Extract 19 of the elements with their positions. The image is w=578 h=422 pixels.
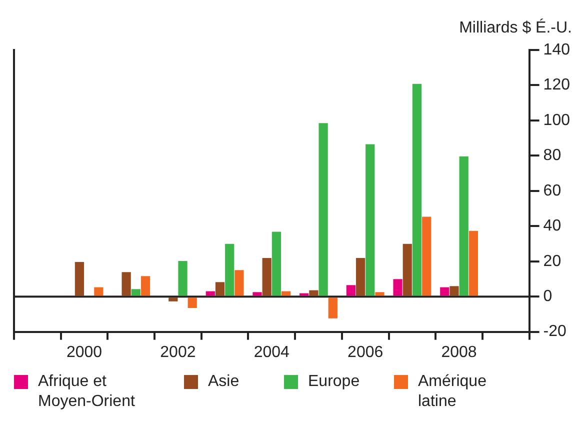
x-tick-label: 2004 (254, 344, 290, 361)
x-tick-label: 2008 (441, 344, 477, 361)
y-tick-label: 20 (543, 252, 562, 270)
legend-label: Europe (308, 372, 360, 392)
legend-label: Afrique et Moyen-Orient (38, 372, 136, 412)
y-tick-label: 140 (543, 41, 570, 58)
legend-label: Asie (208, 372, 240, 392)
y-tick-label: 60 (543, 182, 562, 200)
x-tick-label: 2000 (66, 344, 102, 361)
y-tick-label: 100 (543, 112, 570, 129)
x-tick-label: 2002 (160, 344, 196, 361)
y-tick-label: 80 (543, 147, 562, 164)
y-tick-label: -20 (543, 323, 567, 340)
y-tick-label: 40 (543, 218, 562, 235)
x-tick-label: 2006 (348, 344, 384, 361)
y-tick-label: 0 (543, 288, 552, 305)
y-axis-title: Milliards $ É.-U. (459, 18, 572, 36)
legend-label: Amérique latine (418, 372, 488, 412)
y-tick-label: 120 (543, 76, 570, 94)
